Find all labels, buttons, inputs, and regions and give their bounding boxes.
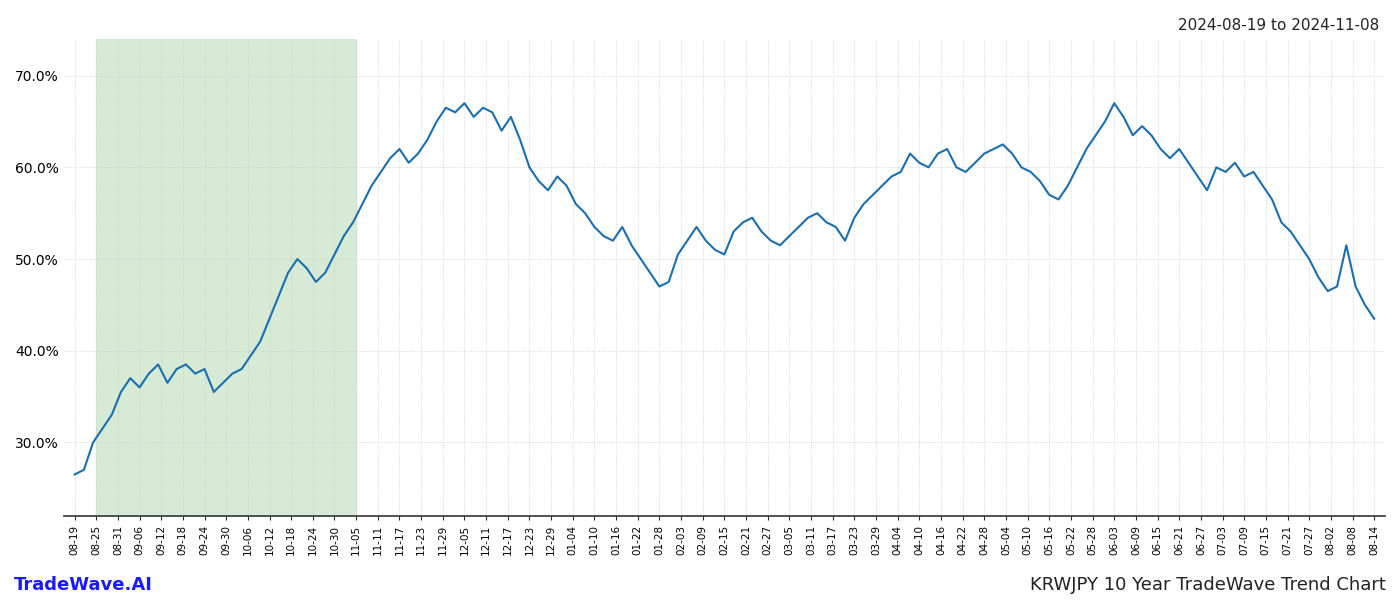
Text: 2024-08-19 to 2024-11-08: 2024-08-19 to 2024-11-08 — [1177, 18, 1379, 33]
Text: TradeWave.AI: TradeWave.AI — [14, 576, 153, 594]
Bar — [97, 39, 356, 516]
Text: KRWJPY 10 Year TradeWave Trend Chart: KRWJPY 10 Year TradeWave Trend Chart — [1030, 576, 1386, 594]
